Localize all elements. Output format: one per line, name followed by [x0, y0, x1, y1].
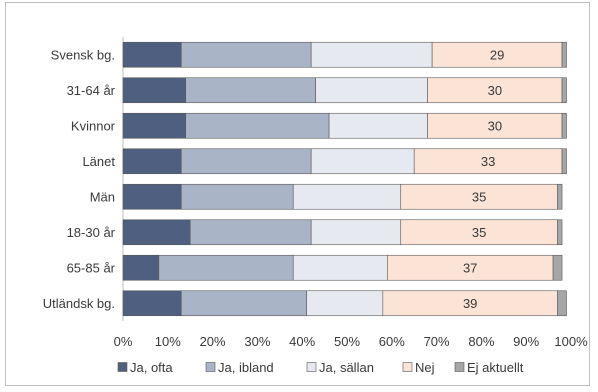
bar-ej-aktuellt-svensk-bg: [561, 41, 567, 68]
category-label-65-85-år: 65-85 år: [67, 260, 116, 275]
bar-nej-män: [400, 183, 558, 210]
category-label-kvinnor: Kvinnor: [71, 118, 116, 133]
bar-ja-ofta-män: [122, 183, 182, 210]
x-tick-label-7: 70%: [424, 334, 450, 349]
bar-ja-ofta-svensk-bg: [122, 41, 182, 68]
data-label-18-30-år: 35: [472, 225, 486, 240]
data-label-kvinnor: 30: [488, 118, 502, 133]
bar-ej-aktuellt-män: [557, 183, 563, 210]
x-tick-label-8: 80%: [468, 334, 494, 349]
bar-ja-ibland-18-30-år: [189, 219, 312, 246]
data-label-män: 35: [472, 189, 486, 204]
legend-label-ja-ibland: Ja, ibland: [218, 360, 274, 375]
category-label-utländsk-bg: Utländsk bg.: [43, 296, 115, 311]
x-tick-label-0: 0%: [114, 334, 133, 349]
bar-ja-sällan-31-64-år: [315, 77, 428, 104]
legend-label-ja-sällan: Ja, sällan: [319, 360, 374, 375]
bar-ja-ofta-31-64-år: [122, 77, 187, 104]
data-label-utländsk-bg: 39: [463, 296, 477, 311]
data-label-31-64-år: 30: [488, 83, 502, 98]
legend-label-ej-aktuellt: Ej aktuellt: [467, 360, 524, 375]
data-label-65-85-år: 37: [463, 260, 477, 275]
legend-swatch-nej: [402, 362, 413, 372]
bar-ja-sällan-kvinnor: [328, 112, 428, 139]
bar-nej-31-64-år: [427, 77, 563, 104]
bar-ja-ofta-65-85-år: [122, 254, 160, 281]
bar-ja-ibland-länet: [180, 148, 312, 175]
legend-label-ja-ofta: Ja, ofta: [130, 360, 173, 375]
bar-ja-sällan-utländsk-bg: [306, 290, 384, 317]
bar-ja-ibland-svensk-bg: [180, 41, 312, 68]
category-label-män: Män: [90, 189, 115, 204]
bar-ja-ofta-kvinnor: [122, 112, 187, 139]
bar-ja-sällan-länet: [310, 148, 415, 175]
bar-nej-utländsk-bg: [382, 290, 558, 317]
legend-swatch-ja-ibland: [205, 362, 216, 372]
bar-ja-ofta-utländsk-bg: [122, 290, 182, 317]
bar-ja-sällan-65-85-år: [292, 254, 388, 281]
legend-swatch-ja-sällan: [306, 362, 317, 372]
bar-ja-ibland-31-64-år: [185, 77, 316, 104]
x-tick-label-3: 30%: [244, 334, 270, 349]
category-label-svensk-bg: Svensk bg.: [51, 47, 115, 62]
x-tick-label-5: 50%: [334, 334, 360, 349]
bar-ja-ibland-män: [180, 183, 294, 210]
x-tick-label-6: 60%: [379, 334, 405, 349]
bar-ja-sällan-svensk-bg: [310, 41, 433, 68]
bar-ej-aktuellt-31-64-år: [561, 77, 567, 104]
legend-label-nej: Nej: [415, 360, 435, 375]
x-tick-label-4: 40%: [289, 334, 315, 349]
bar-ja-ofta-länet: [122, 148, 182, 175]
bar-ej-aktuellt-utländsk-bg: [557, 290, 567, 317]
x-tick-label-1: 10%: [155, 334, 181, 349]
bar-ej-aktuellt-länet: [561, 148, 567, 175]
category-label-länet: Länet: [82, 154, 115, 169]
data-label-svensk-bg: 29: [490, 47, 504, 62]
bar-ej-aktuellt-65-85-år: [552, 254, 563, 281]
bar-ja-ibland-65-85-år: [158, 254, 294, 281]
bar-ja-ibland-kvinnor: [185, 112, 330, 139]
legend-swatch-ej-aktuellt: [454, 362, 465, 372]
x-tick-label-2: 20%: [200, 334, 226, 349]
bar-ja-sällan-män: [292, 183, 402, 210]
bar-ej-aktuellt-kvinnor: [561, 112, 567, 139]
bar-ja-sällan-18-30-år: [310, 219, 402, 246]
x-tick-label-9: 90%: [513, 334, 539, 349]
x-tick-label-10: 100%: [554, 334, 588, 349]
category-label-18-30-år: 18-30 år: [67, 225, 116, 240]
bar-nej-svensk-bg: [431, 41, 563, 68]
bar-nej-65-85-år: [387, 254, 554, 281]
data-label-länet: 33: [481, 154, 495, 169]
bar-ja-ofta-18-30-år: [122, 219, 191, 246]
legend-swatch-ja-ofta: [117, 362, 128, 372]
bar-ja-ibland-utländsk-bg: [180, 290, 307, 317]
bar-ej-aktuellt-18-30-år: [557, 219, 563, 246]
category-label-31-64-år: 31-64 år: [67, 83, 116, 98]
